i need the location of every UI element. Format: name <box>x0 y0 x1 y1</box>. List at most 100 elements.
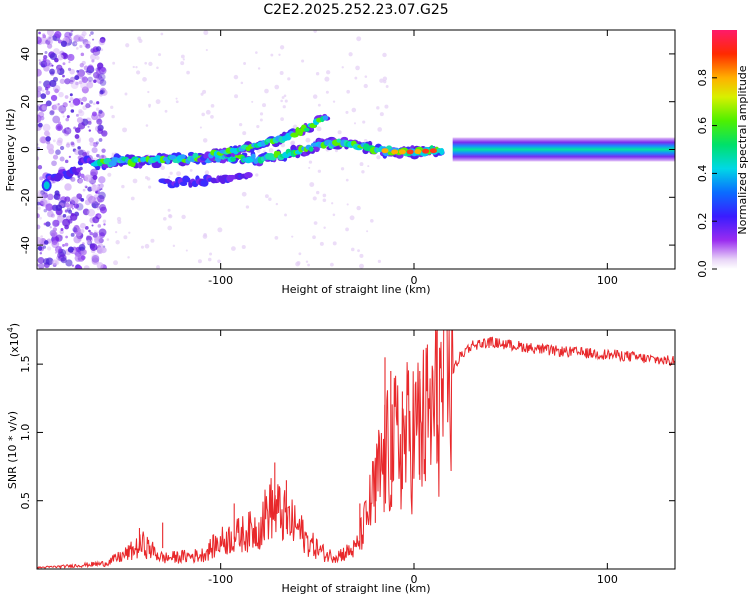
spectrogram-noise-blob <box>45 221 51 227</box>
spectrogram-noise-blob <box>97 214 102 218</box>
spectrogram-noise-blob <box>91 184 99 192</box>
spectrogram-faint-speck <box>121 184 125 189</box>
spectrogram-noise-blob <box>41 104 47 111</box>
spectrogram-noise-blob <box>37 224 41 230</box>
spectrogram-faint-speck <box>243 62 247 65</box>
spectrogram-faint-speck <box>340 167 345 171</box>
spectrogram-noise-blob <box>90 31 94 35</box>
snr-xlabel: Height of straight line (km) <box>281 582 430 595</box>
spectrogram-track-blob <box>55 172 63 180</box>
spectrogram-faint-speck <box>148 61 153 67</box>
spectrogram-faint-speck <box>167 225 173 231</box>
spectrogram-noise-blob <box>37 90 42 98</box>
spectrogram-noise-blob <box>37 116 42 123</box>
spectrogram-noise-blob <box>97 194 105 203</box>
spectrogram-noise-blob <box>74 42 77 45</box>
spectrogram-content <box>37 30 675 269</box>
spectrogram-faint-speck <box>112 61 116 65</box>
spectrogram-noise-blob <box>69 93 73 97</box>
spectrogram-noise-blob <box>99 79 107 86</box>
spectrogram-branch-blob <box>244 171 253 179</box>
spectrogram-faint-speck <box>75 46 79 50</box>
spectrogram-noise-blob <box>62 62 66 66</box>
spectrogram-noise-blob <box>73 224 80 231</box>
spectrogram-faint-speck <box>298 252 302 256</box>
spectrogram-faint-speck <box>361 170 365 174</box>
spectrogram-faint-speck <box>241 244 246 250</box>
spectrogram-faint-speck <box>287 77 291 81</box>
scale-label: (x10 <box>8 332 21 357</box>
spectrogram-faint-speck <box>384 104 389 109</box>
spectrogram-faint-speck <box>231 246 236 251</box>
spectrogram-noise-blob <box>96 118 103 125</box>
spectrogram-faint-speck <box>142 76 147 82</box>
spectrogram-faint-speck <box>346 203 349 206</box>
spectrogram-faint-speck <box>268 197 272 201</box>
spectrogram-noise-blob <box>70 196 79 205</box>
spectrogram-noise-blob <box>78 80 83 85</box>
spectrogram-faint-speck <box>200 92 204 96</box>
spectrogram-noise-blob <box>77 149 84 156</box>
spectrogram-noise-blob <box>46 43 53 49</box>
spectrogram-noise-blob <box>77 146 81 150</box>
spectrogram-xlabel: Height of straight line (km) <box>281 283 430 296</box>
spectrogram-faint-speck <box>205 48 208 52</box>
spectrogram-faint-speck <box>94 230 97 233</box>
spectrogram-panel: -100 0 100 -40 -20 0 20 40 Height of straight l… <box>4 29 676 296</box>
spectrogram-noise-blob <box>82 152 88 157</box>
spectrogram-faint-speck <box>107 172 112 177</box>
spectrogram-faint-speck <box>40 235 43 238</box>
spectrogram-faint-speck <box>150 238 155 243</box>
spectrogram-noise-blob <box>77 175 81 179</box>
spectrogram-noise-blob <box>95 141 99 145</box>
spectrogram-faint-speck <box>128 231 131 234</box>
spectrogram-noise-blob <box>73 126 77 130</box>
spectrogram-faint-speck <box>290 140 296 146</box>
spectrogram-faint-speck <box>316 190 320 195</box>
spectrogram-faint-speck <box>189 168 193 172</box>
spectrogram-faint-speck <box>341 66 344 69</box>
spectrogram-noise-blob <box>45 87 49 91</box>
spectrogram-faint-speck <box>301 59 305 63</box>
spectrogram-faint-speck <box>315 72 320 76</box>
spectrogram-noise-blob <box>88 195 96 204</box>
spectrogram-noise-blob <box>77 265 83 269</box>
spectrogram-faint-speck <box>280 142 286 148</box>
spectrogram-track-blob <box>180 154 186 159</box>
spectrogram-faint-speck <box>202 138 208 143</box>
spectrogram-noise-blob <box>37 256 45 264</box>
snr-ytick-label: 1.0 <box>19 424 32 442</box>
spectrogram-noise-blob <box>56 139 63 146</box>
spectrogram-faint-speck <box>140 245 145 249</box>
spectrogram-faint-speck <box>356 36 362 42</box>
spectrogram-faint-speck <box>115 240 120 245</box>
spectrogram-faint-speck <box>241 191 247 197</box>
spectrogram-faint-speck <box>255 173 259 177</box>
spectrogram-faint-speck <box>147 90 150 94</box>
spectrogram-faint-speck <box>158 53 162 57</box>
spectrogram-noise-blob <box>86 239 91 245</box>
spectrogram-faint-speck <box>113 260 118 266</box>
spectrogram-noise-blob <box>78 243 86 251</box>
spectrogram-faint-speck <box>37 199 41 203</box>
snr-ylabel: SNR (10 * v/v) <box>6 411 19 489</box>
spectrogram-faint-speck <box>319 241 324 246</box>
snr-scale-factor: (x104) <box>6 323 21 357</box>
spectrogram-noise-blob <box>53 103 61 111</box>
spectrogram-noise-blob <box>49 68 56 75</box>
spectrogram-faint-speck <box>262 103 267 108</box>
spectrogram-noise-blob <box>81 31 87 37</box>
spectrogram-noise-blob <box>65 259 73 267</box>
spectrogram-faint-speck <box>168 214 172 218</box>
spectrogram-noise-blob <box>43 258 50 265</box>
spectrogram-noise-blob <box>91 254 100 263</box>
spectrogram-noise-blob <box>79 62 85 68</box>
spectrogram-noise-blob <box>100 89 105 94</box>
spectrogram-noise-blob <box>65 235 68 239</box>
spectrogram-faint-speck <box>148 185 152 189</box>
spectrogram-noise-blob <box>51 64 54 67</box>
spectrogram-track-blob <box>250 153 256 160</box>
spectrogram-noise-blob <box>98 191 106 200</box>
spectrogram-faint-speck <box>239 122 243 127</box>
spectrogram-faint-speck <box>186 70 190 75</box>
